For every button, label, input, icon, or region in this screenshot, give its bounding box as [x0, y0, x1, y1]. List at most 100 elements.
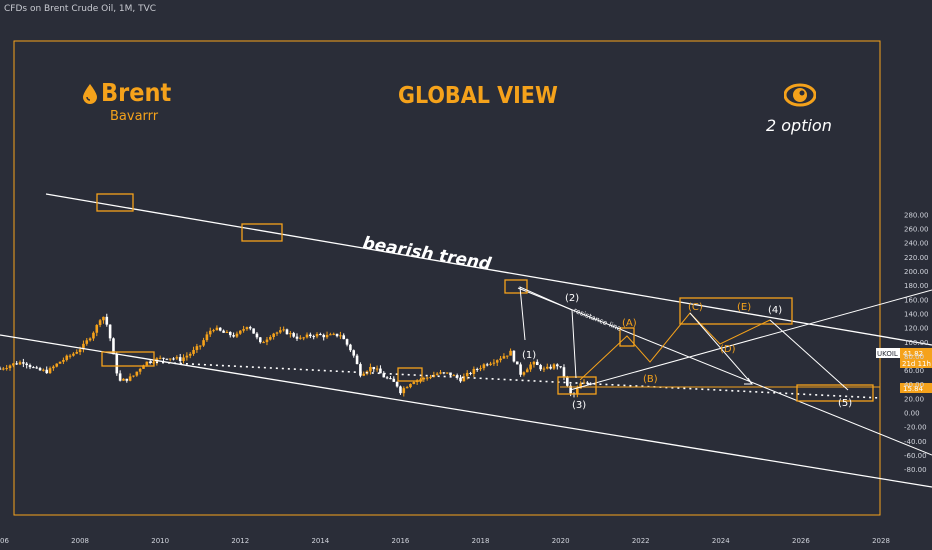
candle-body — [562, 367, 566, 377]
candle-body — [545, 366, 549, 369]
candle-body — [362, 373, 366, 376]
box-target — [796, 384, 874, 402]
candle-body — [399, 386, 402, 394]
candle-body — [195, 346, 199, 350]
candle-body — [479, 368, 482, 370]
candle-body — [142, 365, 145, 369]
candle-body — [539, 365, 542, 370]
candle-body — [322, 334, 326, 338]
author-name: Bavarrr — [110, 109, 159, 124]
y-tick-label: 140.00 — [904, 310, 929, 318]
candle-body — [472, 368, 476, 374]
y-tick-label: 60.00 — [904, 367, 924, 375]
x-tick-label: 2022 — [632, 537, 650, 545]
candle-body — [382, 373, 386, 378]
candle-body — [48, 368, 52, 374]
box-c-e — [679, 297, 793, 325]
candle-body — [279, 330, 282, 333]
candle-body — [442, 372, 446, 374]
wave-123-path — [519, 286, 577, 379]
candle-body — [192, 349, 195, 354]
y-tick-label: 0.00 — [904, 410, 920, 418]
candle-body — [292, 333, 295, 337]
candle-body — [309, 334, 312, 337]
candle-body — [335, 333, 339, 337]
peak-box-2008 — [96, 193, 134, 212]
wave-label: (3) — [572, 400, 586, 411]
candle-body — [215, 327, 219, 331]
candle-body — [235, 333, 239, 337]
y-tick-label: 100.00 — [904, 339, 929, 347]
x-tick-label: 2012 — [231, 537, 249, 545]
wave-label: (1) — [522, 350, 536, 361]
box-a — [619, 327, 635, 347]
candle-body — [529, 364, 532, 370]
candle-body — [369, 366, 372, 372]
candle-body — [372, 366, 376, 370]
candle-body — [105, 316, 109, 325]
candle-body — [459, 377, 462, 382]
candle-body — [515, 361, 519, 365]
candle-body — [552, 364, 556, 369]
candle-body — [262, 342, 265, 344]
wave-label: (B) — [643, 374, 658, 385]
projection-line-2 — [769, 319, 849, 391]
candle-body — [555, 364, 559, 367]
candle-body — [42, 369, 45, 371]
candle-body — [0, 368, 2, 370]
candle-body — [402, 388, 406, 394]
price-value-badge — [900, 348, 932, 358]
candle-body — [355, 355, 359, 365]
candle-body — [265, 339, 269, 343]
candle-body — [579, 383, 582, 389]
y-tick-label: 40.00 — [904, 381, 924, 389]
candle-body — [532, 361, 536, 365]
candle-body — [295, 336, 299, 339]
candle-body — [12, 363, 15, 366]
x-tick-label: 2028 — [872, 537, 890, 545]
candle-body — [252, 328, 255, 334]
projection-line-1 — [689, 312, 753, 385]
candle-body — [242, 329, 245, 331]
candle-body — [405, 387, 409, 389]
x-tick-label: 2018 — [472, 537, 490, 545]
price-candles — [0, 313, 592, 398]
candle-body — [522, 372, 526, 375]
candle-body — [62, 359, 65, 362]
resistance-line — [517, 287, 932, 456]
x-tick-label: 2010 — [151, 537, 169, 545]
candle-body — [72, 353, 75, 356]
candle-body — [475, 368, 479, 370]
candle-body — [449, 372, 452, 376]
candle-body — [359, 364, 362, 376]
candle-body — [135, 371, 139, 376]
y-tick-label: 20.00 — [904, 395, 924, 403]
wave-label: (C) — [688, 302, 703, 313]
candle-body — [342, 335, 346, 340]
candle-body — [282, 329, 285, 331]
candle-body — [108, 324, 112, 339]
candle-body — [422, 377, 426, 380]
candle-body — [432, 374, 436, 378]
candle-body — [172, 358, 175, 360]
candle-body — [222, 330, 225, 333]
candle-body — [566, 376, 569, 386]
y-tick-label: 200.00 — [904, 268, 929, 276]
candle-body — [118, 373, 122, 381]
candle-body — [289, 333, 292, 335]
wave-label: (D) — [720, 344, 736, 355]
x-tick-label: 2020 — [552, 537, 570, 545]
candle-body — [499, 358, 502, 361]
candle-body — [112, 338, 115, 355]
candle-body — [228, 331, 232, 336]
price-badge — [876, 348, 900, 358]
wave-label: (A) — [622, 318, 637, 329]
candle-body — [198, 345, 202, 347]
candle-body — [178, 357, 182, 362]
candle-body — [425, 377, 429, 379]
price-badge-label: UKOIL — [877, 350, 898, 358]
candle-body — [15, 363, 18, 365]
candle-body — [502, 356, 506, 359]
candle-body — [22, 362, 25, 364]
